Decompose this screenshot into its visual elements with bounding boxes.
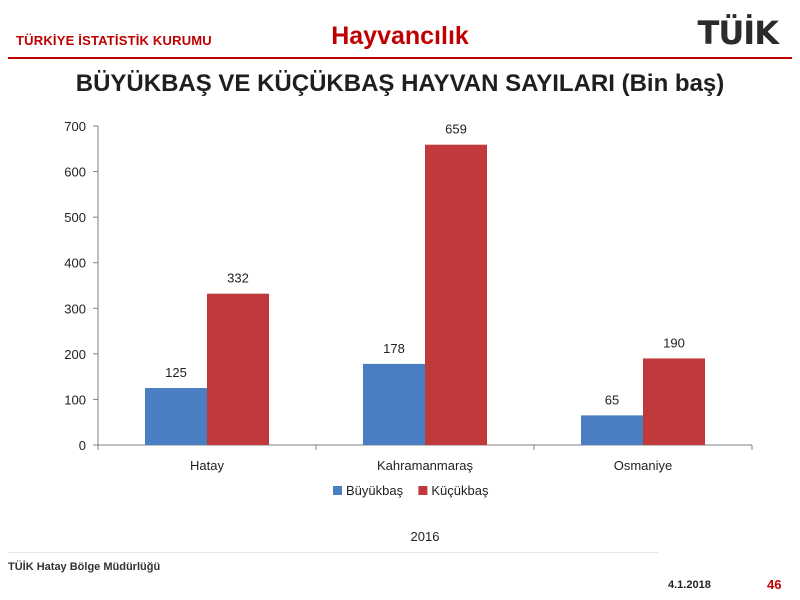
y-tick-label: 600 (64, 165, 86, 180)
y-tick-label: 500 (64, 210, 86, 225)
data-label: 65 (605, 392, 619, 407)
chart-title: BÜYÜKBAŞ VE KÜÇÜKBAŞ HAYVAN SAYILARI (Bi… (75, 70, 725, 97)
footer-date: 4.1.2018 (668, 579, 711, 591)
section-title: Hayvancılık (331, 22, 469, 50)
legend-label: Büyükbaş (346, 483, 404, 498)
bar (581, 415, 643, 445)
y-tick-label: 100 (64, 392, 86, 407)
y-tick-label: 200 (64, 347, 86, 362)
data-label: 190 (663, 335, 685, 350)
bar (425, 144, 487, 446)
header-divider (8, 57, 792, 59)
data-label: 332 (227, 271, 249, 286)
x-axis-title: 2016 (411, 529, 440, 544)
bar (207, 293, 269, 445)
y-tick-label: 400 (64, 256, 86, 271)
data-label: 125 (165, 365, 187, 380)
x-tick-label: Osmaniye (614, 458, 673, 473)
bar (145, 388, 207, 445)
bar (363, 363, 425, 445)
y-tick-label: 0 (79, 438, 86, 453)
data-label: 178 (383, 341, 405, 356)
y-tick-label: 300 (64, 301, 86, 316)
data-label: 659 (445, 122, 467, 137)
footer-office: TÜİK Hatay Bölge Müdürlüğü (8, 561, 161, 573)
legend-swatch (333, 486, 342, 495)
x-tick-label: Hatay (190, 458, 224, 473)
page-number: 46 (767, 577, 782, 592)
legend-swatch (418, 486, 428, 495)
org-name: TÜRKİYE İSTATİSTİK KURUMU (16, 33, 212, 48)
x-tick-label: Kahramanmaraş (377, 458, 474, 473)
bar (643, 358, 705, 445)
legend-label: Küçükbaş (431, 483, 489, 498)
tuik-logo: TÜİK (697, 14, 779, 52)
y-tick-label: 700 (64, 119, 86, 134)
footer-divider (8, 552, 658, 553)
